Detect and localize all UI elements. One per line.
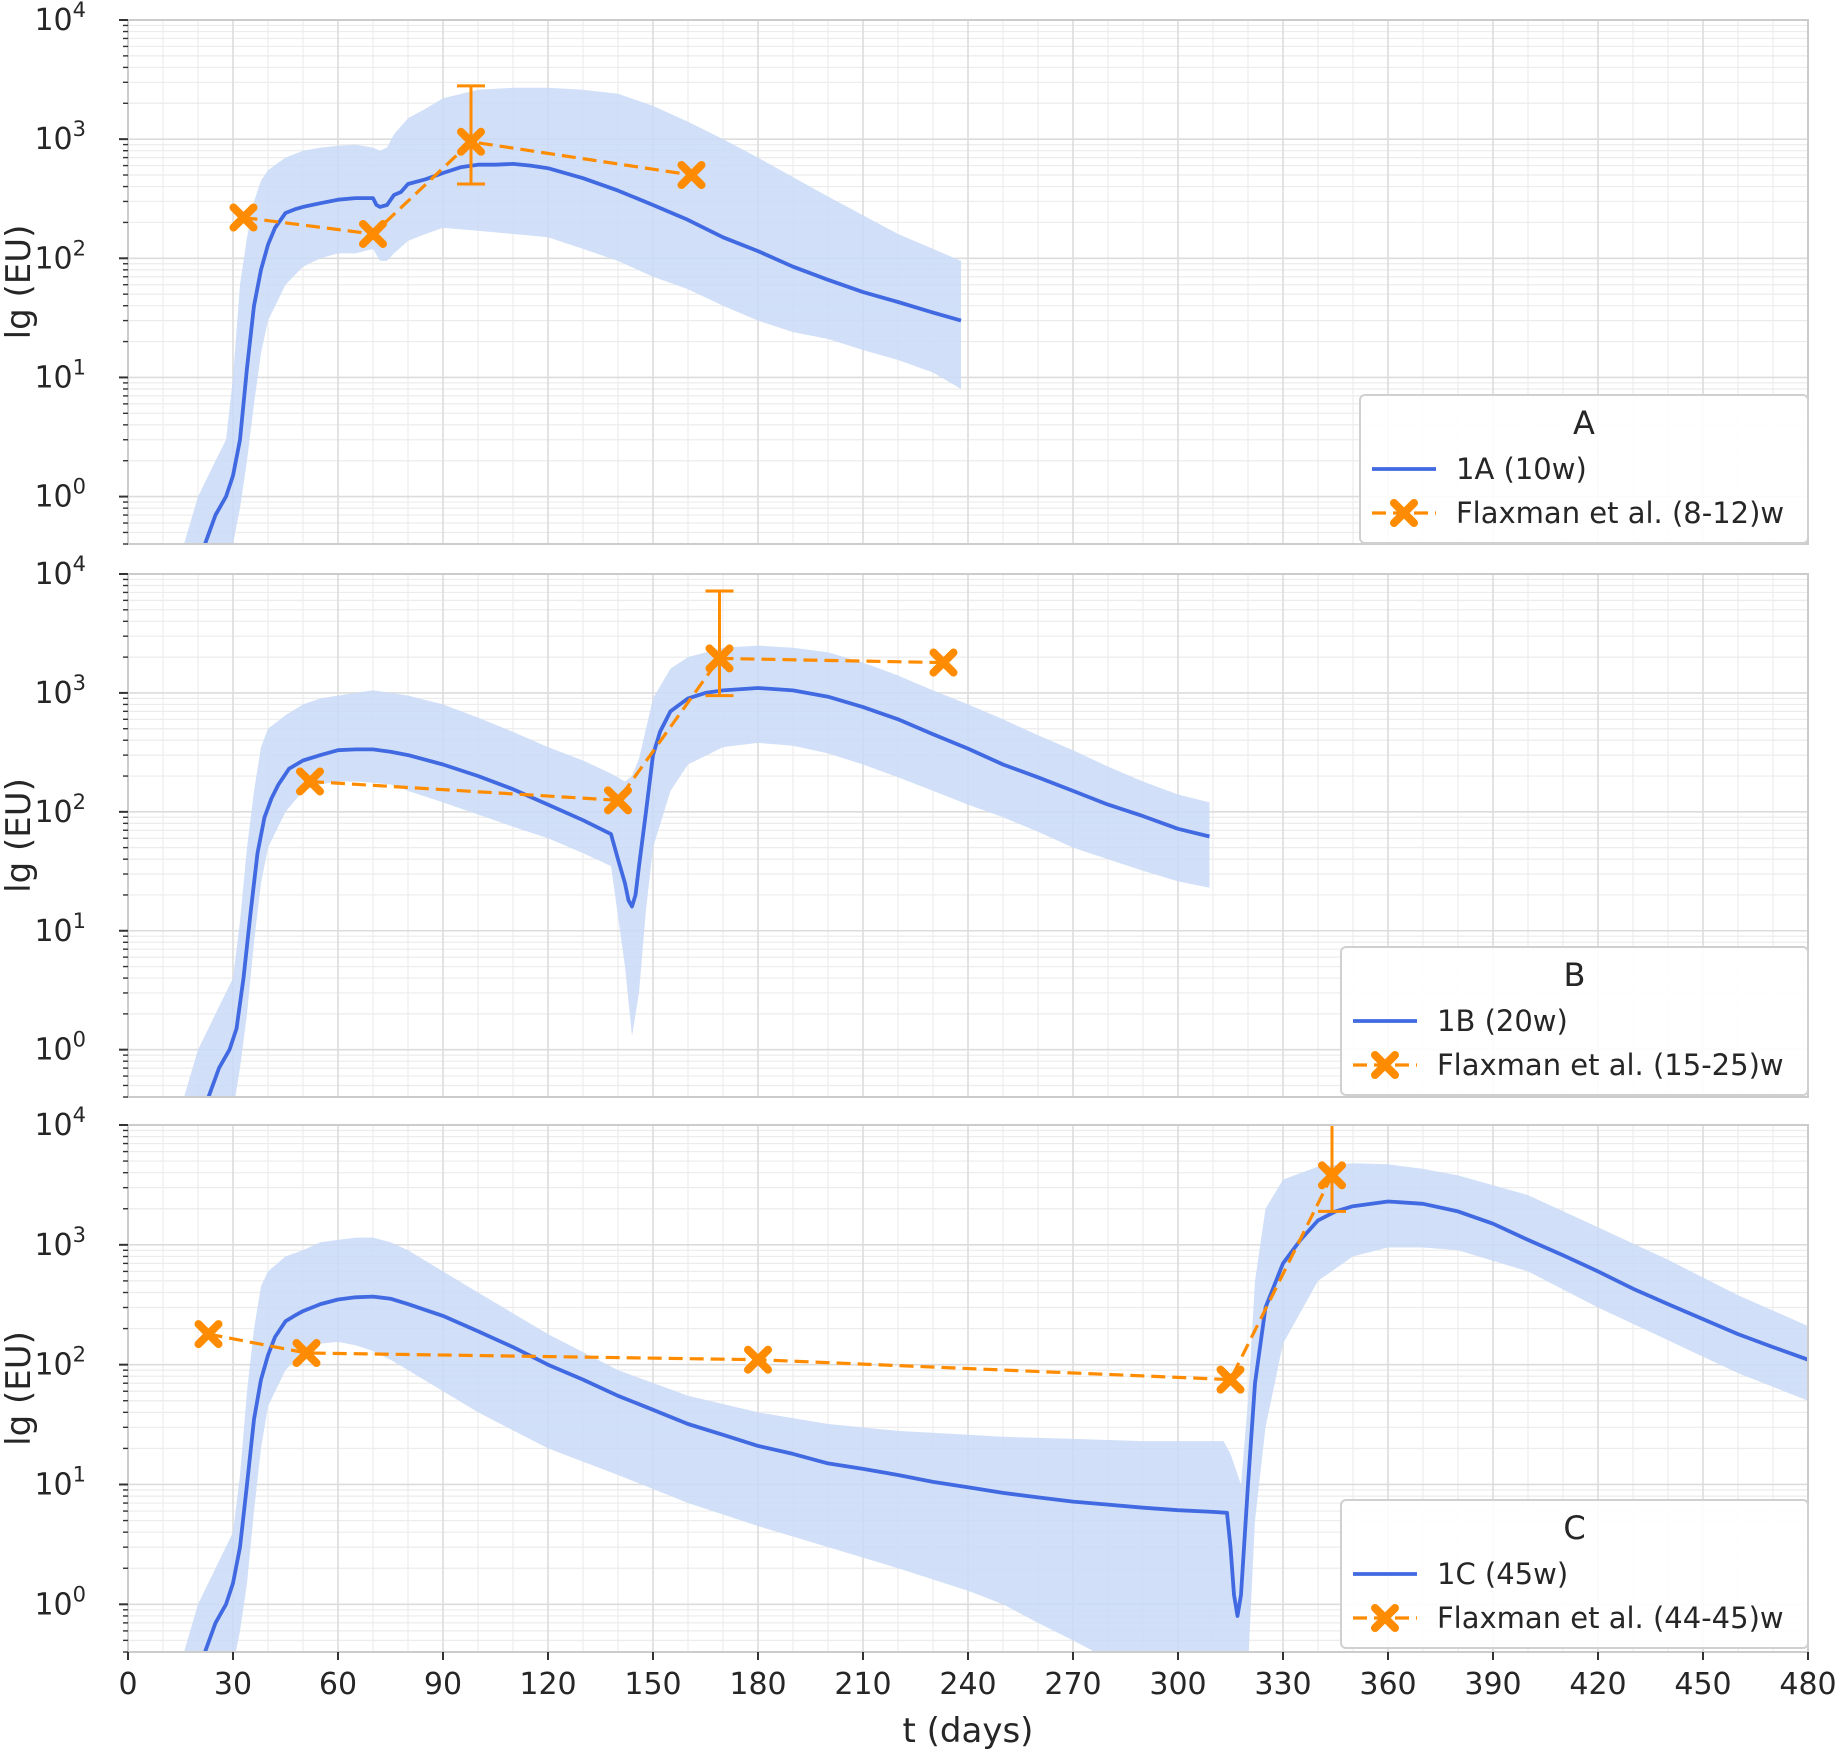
x-tick-label: 30 — [214, 1667, 252, 1702]
y-tick-label: 101 — [34, 909, 86, 949]
data-point — [296, 767, 324, 796]
y-tick-label: 101 — [34, 355, 86, 395]
data-point — [677, 161, 706, 190]
legend-title: C — [1563, 1509, 1585, 1547]
x-tick-label: 240 — [939, 1667, 996, 1702]
y-tick-label: 102 — [34, 790, 86, 830]
plot-frame — [127, 573, 1809, 1098]
x-tick-label: 360 — [1359, 1667, 1416, 1702]
x-tick-label: 60 — [319, 1667, 357, 1702]
data-point — [705, 644, 734, 673]
x-tick-label: 180 — [729, 1667, 786, 1702]
x-tick-label: 150 — [624, 1667, 681, 1702]
error-bar — [705, 589, 734, 698]
error-bar — [1318, 1125, 1346, 1213]
panel-c: 100 101 102 103 104 lg (EU) C 1C (45w) Flaxman e… — [0, 1103, 1809, 1653]
x-tick-label: 420 — [1569, 1667, 1626, 1702]
y-tick-label: 100 — [34, 475, 86, 515]
data-line — [309, 656, 944, 802]
legend-model-label: 1A (10w) — [1456, 452, 1587, 486]
data-point — [1318, 1161, 1346, 1190]
plot-frame — [127, 19, 1809, 545]
y-axis-title: lg (EU) — [0, 225, 39, 340]
panel-b: 100 101 102 103 104 lg (EU) B 1B (20w) Flaxman e… — [0, 552, 1809, 1098]
x-axis-title: t (days) — [903, 1711, 1034, 1751]
y-tick-label: 104 — [34, 552, 86, 592]
data-line — [243, 140, 692, 236]
y-tick-label: 103 — [34, 671, 86, 711]
data-point — [929, 648, 958, 677]
y-tick-label: 102 — [34, 1343, 86, 1383]
y-tick-label: 104 — [34, 0, 86, 38]
data-point — [229, 203, 258, 232]
legend-data-label: Flaxman et al. (8-12)w — [1456, 496, 1784, 530]
x-tick-label: 0 — [118, 1667, 137, 1702]
y-axis-title: lg (EU) — [0, 1331, 39, 1446]
y-tick-label: 103 — [34, 1223, 86, 1263]
data-point — [457, 127, 485, 156]
legend-data-label: Flaxman et al. (15-25)w — [1437, 1048, 1784, 1082]
x-tick-label: 330 — [1254, 1667, 1311, 1702]
y-tick-label: 100 — [34, 1028, 86, 1068]
y-tick-label: 101 — [34, 1462, 86, 1502]
legend-data-label: Flaxman et al. (44-45)w — [1437, 1601, 1784, 1635]
legend: A 1A (10w) Flaxman et al. (8-12)w — [1359, 394, 1809, 544]
data-point — [194, 1320, 223, 1349]
legend: C 1C (45w) Flaxman et al. (44-45)w — [1340, 1499, 1809, 1649]
legend-title: A — [1573, 404, 1595, 442]
confidence-band — [184, 87, 961, 544]
error-bar — [457, 84, 485, 186]
legend: B 1B (20w) Flaxman et al. (15-25)w — [1340, 946, 1809, 1096]
x-tick-label: 300 — [1149, 1667, 1206, 1702]
panel-a: 100 101 102 103 104 lg (EU) A 1A (10w) Flaxman e… — [0, 0, 1809, 545]
y-axis-title: lg (EU) — [0, 778, 39, 893]
data-point — [292, 1339, 321, 1368]
x-tick-label: 270 — [1044, 1667, 1101, 1702]
data-point — [359, 219, 387, 248]
confidence-band — [184, 645, 1210, 1097]
x-tick-label: 90 — [424, 1667, 462, 1702]
legend-data-marker — [1371, 1051, 1399, 1079]
x-tick-label: 120 — [519, 1667, 576, 1702]
y-tick-label: 102 — [34, 236, 86, 276]
x-tick-label: 480 — [1779, 1667, 1836, 1702]
model-line — [203, 162, 962, 544]
confidence-band — [184, 1163, 1808, 1652]
legend-data-marker — [1390, 499, 1418, 527]
x-tick-label: 450 — [1674, 1667, 1731, 1702]
data-point — [744, 1345, 772, 1374]
y-tick-label: 104 — [34, 1103, 86, 1143]
y-tick-label: 100 — [34, 1582, 86, 1622]
legend-data-marker — [1371, 1604, 1399, 1632]
x-tick-label: 210 — [834, 1667, 891, 1702]
legend-model-label: 1C (45w) — [1437, 1557, 1568, 1591]
model-line — [203, 1199, 1808, 1652]
data-point — [1216, 1365, 1245, 1394]
legend-model-label: 1B (20w) — [1437, 1004, 1568, 1038]
legend-title: B — [1564, 956, 1586, 994]
y-tick-label: 103 — [34, 117, 86, 157]
x-tick-label: 390 — [1464, 1667, 1521, 1702]
data-point — [604, 786, 632, 815]
model-line — [206, 686, 1210, 1097]
